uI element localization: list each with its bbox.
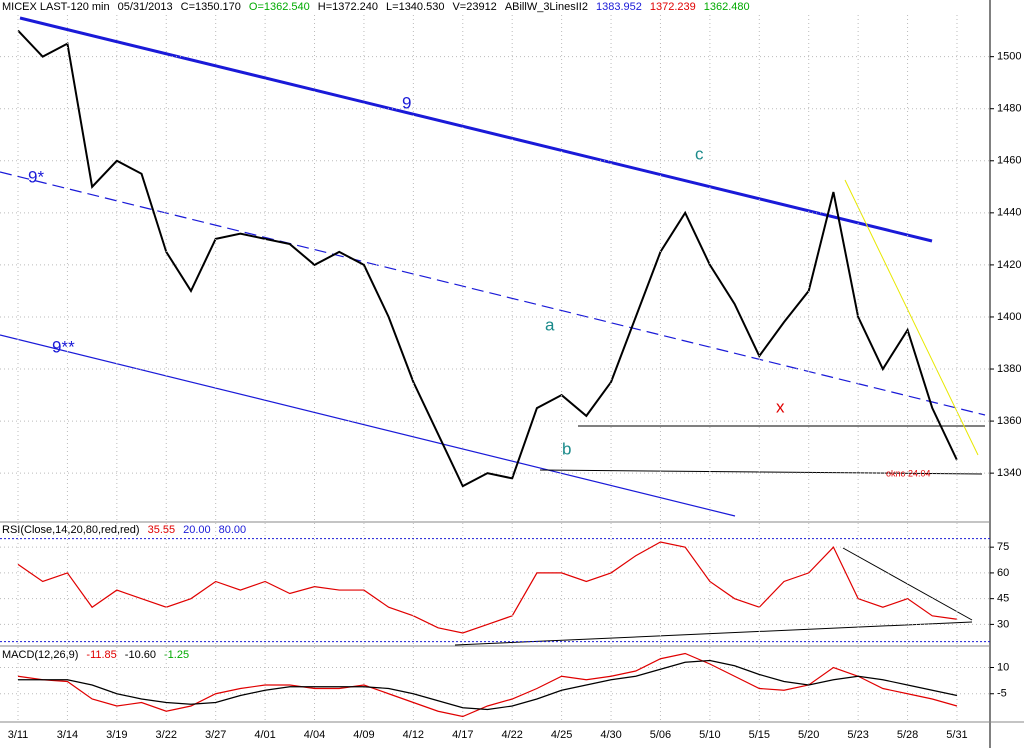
x-tick-label: 4/12 bbox=[403, 729, 424, 741]
series-line bbox=[17, 652, 958, 718]
header-text: 80.00 bbox=[219, 524, 247, 536]
y-tick-label: 10 bbox=[997, 661, 1009, 673]
header-text: 35.55 bbox=[148, 524, 176, 536]
header-text: C=1350.170 bbox=[181, 1, 241, 13]
header-text: MACD(12,26,9) bbox=[2, 649, 78, 661]
x-tick-label: 5/06 bbox=[650, 729, 671, 741]
annotation: c bbox=[695, 144, 704, 163]
x-tick-label: 4/25 bbox=[551, 729, 572, 741]
x-tick-label: 4/04 bbox=[304, 729, 325, 741]
header-text: O=1362.540 bbox=[249, 1, 310, 13]
x-tick-label: 3/22 bbox=[156, 729, 177, 741]
x-tick-label: 4/17 bbox=[452, 729, 473, 741]
x-tick-label: 4/22 bbox=[501, 729, 522, 741]
header-text: 1383.952 bbox=[596, 1, 642, 13]
y-tick-label: -5 bbox=[997, 688, 1007, 700]
y-tick-label: 1420 bbox=[997, 259, 1021, 271]
y-tick-label: 45 bbox=[997, 593, 1009, 605]
y-tick-label: 1400 bbox=[997, 311, 1021, 323]
y-tick-label: 60 bbox=[997, 567, 1009, 579]
x-tick-label: 3/27 bbox=[205, 729, 226, 741]
x-tick-label: 4/01 bbox=[254, 729, 275, 741]
header-text: 1362.480 bbox=[704, 1, 750, 13]
header-text: 20.00 bbox=[183, 524, 211, 536]
header-text: H=1372.240 bbox=[318, 1, 378, 13]
y-tick-label: 1440 bbox=[997, 207, 1021, 219]
trend-line bbox=[0, 334, 736, 517]
header-text: ABillW_3LinesII2 bbox=[505, 1, 588, 13]
header-text: MICEX LAST-120 min bbox=[2, 1, 110, 13]
annotation: x bbox=[776, 397, 785, 416]
x-tick-label: 4/30 bbox=[600, 729, 621, 741]
y-tick-label: 1360 bbox=[997, 415, 1021, 427]
trend-line bbox=[19, 16, 933, 243]
annotation: 9** bbox=[52, 337, 75, 356]
y-tick-label: 30 bbox=[997, 618, 1009, 630]
y-tick-label: 1500 bbox=[997, 51, 1021, 63]
x-tick-label: 5/15 bbox=[749, 729, 770, 741]
header-text: V=23912 bbox=[452, 1, 496, 13]
header-text: 1372.239 bbox=[650, 1, 696, 13]
y-tick-label: 75 bbox=[997, 541, 1009, 553]
y-tick-label: 1460 bbox=[997, 155, 1021, 167]
x-tick-label: 4/09 bbox=[353, 729, 374, 741]
y-tick-label: 1480 bbox=[997, 103, 1021, 115]
x-tick-label: 3/11 bbox=[8, 729, 29, 741]
trend-line bbox=[844, 179, 979, 456]
header-text: 05/31/2013 bbox=[118, 1, 173, 13]
x-tick-label: 5/23 bbox=[847, 729, 868, 741]
x-tick-label: 5/10 bbox=[699, 729, 720, 741]
header-text: -1.25 bbox=[164, 649, 189, 661]
x-tick-label: 5/31 bbox=[946, 729, 967, 741]
rsi-trend-line bbox=[842, 547, 973, 621]
header-text: -10.60 bbox=[125, 649, 156, 661]
x-tick-label: 3/19 bbox=[106, 729, 127, 741]
y-tick-label: 1380 bbox=[997, 363, 1021, 375]
header-text: L=1340.530 bbox=[386, 1, 444, 13]
series-line bbox=[17, 541, 958, 634]
x-tick-label: 5/20 bbox=[798, 729, 819, 741]
header-text: -11.85 bbox=[86, 649, 116, 661]
annotation: a bbox=[545, 315, 555, 334]
y-tick-label: 1340 bbox=[997, 467, 1021, 479]
annotation: 9* bbox=[28, 167, 44, 186]
x-tick-label: 5/28 bbox=[897, 729, 918, 741]
x-tick-label: 3/14 bbox=[57, 729, 78, 741]
series-line bbox=[17, 29, 958, 488]
header-text: RSI(Close,14,20,80,red,red) bbox=[2, 524, 140, 536]
annotation: b bbox=[562, 439, 571, 458]
series-line bbox=[18, 659, 958, 711]
annotation: 9 bbox=[402, 93, 411, 112]
